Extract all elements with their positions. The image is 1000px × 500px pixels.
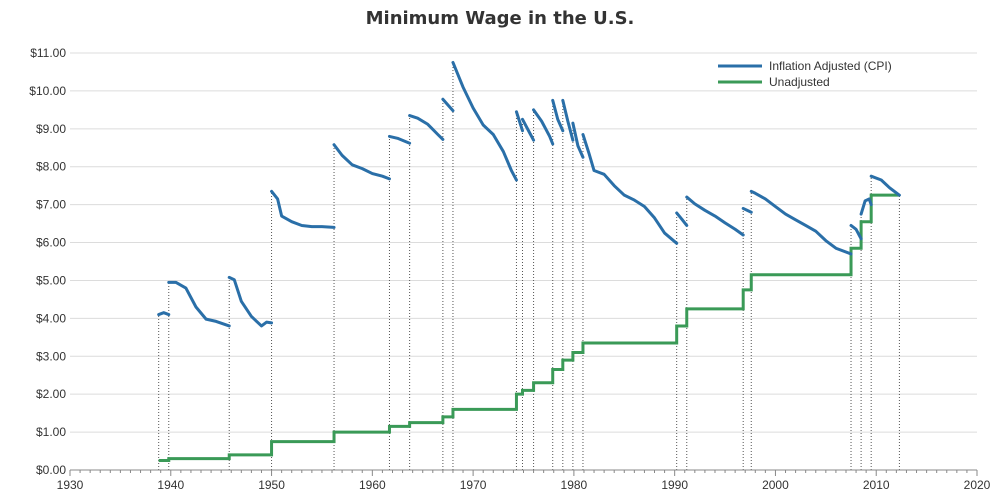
x-tick-label: 1990 <box>661 478 688 492</box>
series-line-inflation-adjusted <box>451 60 518 182</box>
series-line-inflation-adjusted <box>227 275 274 328</box>
x-tick-label: 1930 <box>57 478 84 492</box>
y-tick-label: $1.00 <box>36 425 66 439</box>
y-tick-label: $4.00 <box>36 311 66 325</box>
x-tick-label: 1950 <box>258 478 285 492</box>
axes: $0.00 $1.00 $2.00 $3.00 $4.00 $5.00 $6.00 $7.00… <box>29 46 990 492</box>
y-tick-label: $8.00 <box>36 160 66 174</box>
y-tick-label: $6.00 <box>36 236 66 250</box>
series-line-inflation-adjusted <box>685 195 745 237</box>
series-line-inflation-adjusted <box>741 206 753 214</box>
series-line-inflation-adjusted <box>520 117 536 142</box>
x-tick-label: 1940 <box>157 478 184 492</box>
y-tick-label: $9.00 <box>36 122 66 136</box>
y-tick-label: $5.00 <box>36 273 66 287</box>
series-line-unadjusted <box>158 193 900 463</box>
series-line-inflation-adjusted <box>441 97 455 113</box>
chart-title: Minimum Wage in the U.S. <box>365 8 635 29</box>
series-line-inflation-adjusted <box>749 189 853 256</box>
y-tick-label: $7.00 <box>36 198 66 212</box>
series-line-inflation-adjusted <box>869 174 901 197</box>
y-tick-label: $2.00 <box>36 387 66 401</box>
legend-label-unadjusted: Unadjusted <box>769 75 830 89</box>
y-tick-label: $11.00 <box>30 46 66 60</box>
grid-layer <box>70 52 977 433</box>
series-line-inflation-adjusted <box>561 98 575 142</box>
series-line-inflation-adjusted <box>167 280 231 328</box>
series-line-inflation-adjusted <box>157 311 171 317</box>
y-tick-label: $3.00 <box>36 349 66 363</box>
x-tick-label: 1960 <box>359 478 386 492</box>
series-line-inflation-adjusted <box>532 108 555 146</box>
x-tick-label: 2010 <box>863 478 890 492</box>
reference-lines <box>158 62 900 470</box>
series-line-inflation-adjusted <box>387 134 412 145</box>
x-tick-label: 2020 <box>964 478 991 492</box>
series-line-inflation-adjusted <box>859 197 873 216</box>
series-line-inflation-adjusted <box>551 98 565 133</box>
legend: Inflation Adjusted (CPI) Unadjusted <box>718 59 892 89</box>
y-tick-label: $0.00 <box>36 463 66 477</box>
legend-label-inflation-adjusted: Inflation Adjusted (CPI) <box>769 59 892 73</box>
x-tick-label: 1980 <box>561 478 588 492</box>
x-tick-label: 1970 <box>460 478 487 492</box>
series-line-inflation-adjusted <box>514 110 524 133</box>
series-line-inflation-adjusted <box>675 211 689 227</box>
series-line-inflation-adjusted <box>270 189 336 229</box>
series-line-inflation-adjusted <box>571 121 585 159</box>
series-layer <box>157 60 901 463</box>
series-line-inflation-adjusted <box>408 114 445 141</box>
series-line-inflation-adjusted <box>332 143 391 181</box>
series-line-inflation-adjusted <box>581 133 679 245</box>
y-tick-label: $10.00 <box>29 84 66 98</box>
x-tick-label: 2000 <box>762 478 789 492</box>
series-line-inflation-adjusted <box>849 223 863 241</box>
